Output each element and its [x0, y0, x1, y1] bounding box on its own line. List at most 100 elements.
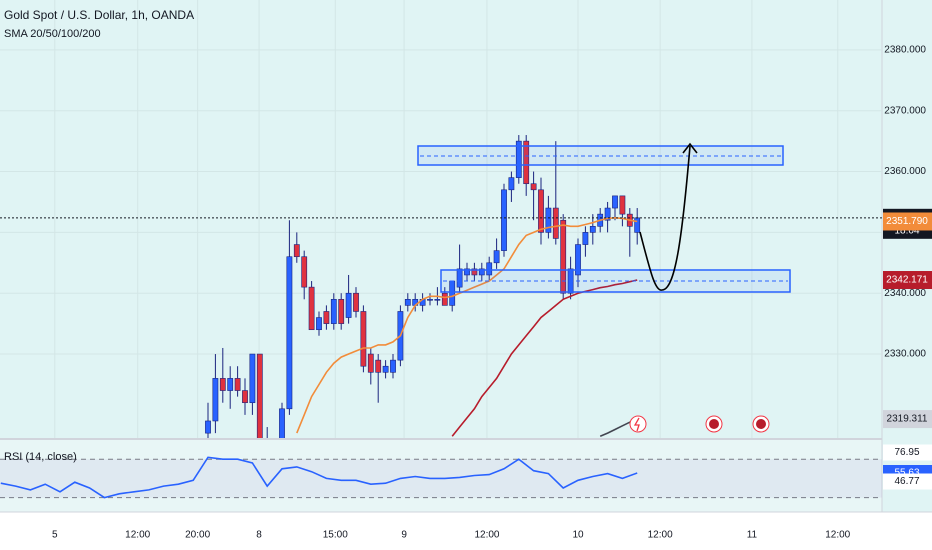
- candle-body: [589, 226, 596, 233]
- arrow-head: [682, 142, 698, 154]
- candle-body: [205, 420, 211, 434]
- candle-body: [301, 256, 308, 288]
- candle-body: [538, 189, 544, 233]
- x-tick-label: 15:00: [323, 530, 348, 541]
- candle-body: [345, 292, 352, 318]
- rsi-tag-label: 76.95: [894, 447, 919, 458]
- price-pane: [0, 0, 882, 438]
- price-tag-label: 2342.171: [886, 275, 928, 286]
- candle-body: [464, 268, 470, 276]
- candle-body: [382, 365, 389, 373]
- candle-body: [634, 217, 641, 233]
- candle-body: [279, 408, 285, 438]
- x-tick-label: 5: [52, 530, 58, 541]
- price-tag: [883, 410, 932, 429]
- candle-body: [441, 292, 448, 306]
- candle-body: [575, 244, 581, 276]
- x-tick-label: 12:00: [125, 530, 150, 541]
- candle-body: [249, 353, 256, 404]
- x-tick-label: 12:00: [648, 530, 673, 541]
- candle-body: [353, 292, 359, 312]
- candle-body: [323, 311, 330, 324]
- candle-body: [604, 207, 611, 221]
- candle-body: [286, 256, 293, 410]
- candle-body: [367, 353, 374, 373]
- candle-body: [212, 378, 219, 422]
- candle-body: [234, 378, 241, 391]
- pane-divider: [0, 438, 882, 440]
- rsi-plot: [0, 456, 882, 499]
- candle-body: [515, 140, 522, 178]
- price-axis: [882, 0, 932, 512]
- candle-body: [560, 219, 567, 294]
- candle-body: [501, 189, 507, 251]
- price-tag: [883, 271, 932, 290]
- candle-body: [612, 195, 618, 209]
- candle-body: [390, 359, 396, 373]
- lightning-icon: [633, 417, 640, 432]
- candle-body: [530, 183, 537, 191]
- rsi-tag: [883, 473, 932, 490]
- candle-body: [330, 298, 337, 324]
- candle-body: [545, 207, 552, 233]
- y-tick-label: 2370.000: [884, 105, 926, 116]
- y-tick-label: 2330.000: [884, 349, 926, 360]
- candle-body: [227, 378, 234, 391]
- candle-body: [478, 268, 485, 276]
- rsi-tag: [883, 444, 932, 461]
- time-axis: [0, 512, 932, 550]
- candle-body: [242, 390, 248, 404]
- x-tick-label: 20:00: [185, 530, 210, 541]
- rsi-tag-label: 55.63: [894, 468, 919, 479]
- drawings: [417, 142, 791, 433]
- flag-fill: [709, 419, 719, 429]
- x-tick-label: 12:00: [474, 530, 499, 541]
- candle-body: [508, 177, 515, 191]
- rsi-line: [0, 456, 638, 499]
- price-tag-label: 2351.790: [886, 216, 928, 227]
- support-box: [440, 269, 791, 293]
- candle-body: [434, 298, 441, 301]
- flag-fill: [756, 419, 766, 429]
- candle-body: [619, 195, 626, 215]
- x-tick-label: 11: [747, 530, 758, 541]
- x-tick-label: 12:00: [825, 530, 850, 541]
- chart-title: Gold Spot / U.S. Dollar, 1h, OANDA: [4, 8, 194, 22]
- candle-body: [471, 268, 478, 276]
- candle-body: [493, 250, 500, 264]
- rsi-tag-label: 46.77: [894, 476, 919, 487]
- candle-body: [404, 298, 411, 306]
- forecast-arrow: [639, 145, 691, 291]
- candle-body: [552, 207, 559, 239]
- sma-line: [296, 216, 638, 434]
- sma-line: [451, 279, 638, 437]
- price-plot: [0, 0, 882, 438]
- indicator-label: SMA 20/50/100/200: [4, 28, 101, 40]
- candle-body: [256, 353, 263, 438]
- countdown-label: 18:04: [894, 225, 919, 236]
- rsi-label: RSI (14, close): [4, 451, 77, 463]
- event-icon[interactable]: [629, 415, 647, 433]
- price-tag-label: 2319.311: [887, 414, 928, 425]
- x-tick-label: 10: [572, 530, 584, 541]
- rsi-pane: [0, 440, 882, 512]
- candle-body: [308, 286, 315, 331]
- candle-body: [293, 244, 300, 258]
- candle-body: [338, 298, 345, 324]
- resistance-box: [417, 145, 784, 166]
- x-tick-label: 8: [256, 530, 262, 541]
- y-tick-label: 2360.000: [884, 166, 926, 177]
- price-tag: [883, 212, 932, 231]
- candle-body: [360, 311, 367, 367]
- candle-body: [427, 298, 433, 301]
- candle-body: [582, 232, 589, 245]
- y-tick-label: 2340.000: [884, 288, 926, 299]
- candle-body: [456, 268, 463, 288]
- candle-body: [375, 359, 382, 373]
- candle-body: [486, 262, 493, 276]
- candle-body: [219, 378, 226, 391]
- candle-body: [523, 140, 530, 185]
- candle-body: [316, 317, 322, 331]
- y-tick-label: 2380.000: [884, 45, 926, 56]
